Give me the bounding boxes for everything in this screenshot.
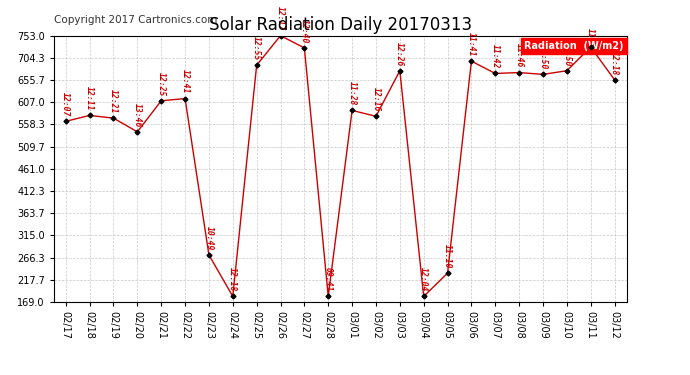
- Text: 12:04: 12:04: [420, 267, 428, 292]
- Text: 11:42: 11:42: [491, 44, 500, 69]
- Text: 12:07: 12:07: [61, 92, 70, 117]
- Text: 12:16: 12:16: [371, 87, 380, 111]
- Text: 11:46: 11:46: [515, 44, 524, 68]
- Text: 13:46: 13:46: [133, 103, 142, 127]
- Text: Radiation  (W/m2): Radiation (W/m2): [524, 41, 624, 51]
- Text: 12:25: 12:25: [157, 72, 166, 96]
- Text: 12:26: 12:26: [395, 42, 404, 66]
- Text: 11:28: 11:28: [348, 81, 357, 106]
- Text: 12:11: 12:11: [85, 86, 94, 111]
- Text: 11:41: 11:41: [467, 32, 476, 56]
- Text: 11:: 11:: [586, 28, 595, 42]
- Text: 11:50: 11:50: [538, 45, 547, 70]
- Text: 12:18: 12:18: [228, 267, 237, 292]
- Text: Copyright 2017 Cartronics.com: Copyright 2017 Cartronics.com: [54, 15, 217, 25]
- Text: 11:50: 11:50: [562, 42, 571, 66]
- Text: 12:41: 12:41: [181, 69, 190, 94]
- Text: 12:40: 12:40: [300, 19, 309, 43]
- Text: 12:55: 12:55: [252, 36, 261, 60]
- Text: 12:18: 12:18: [610, 51, 619, 75]
- Text: 12:17: 12:17: [276, 6, 285, 31]
- Text: 10:49: 10:49: [204, 226, 213, 250]
- Text: 11:10: 11:10: [443, 244, 452, 268]
- Text: 09:41: 09:41: [324, 267, 333, 292]
- Text: 12:21: 12:21: [109, 89, 118, 113]
- Title: Solar Radiation Daily 20170313: Solar Radiation Daily 20170313: [208, 16, 472, 34]
